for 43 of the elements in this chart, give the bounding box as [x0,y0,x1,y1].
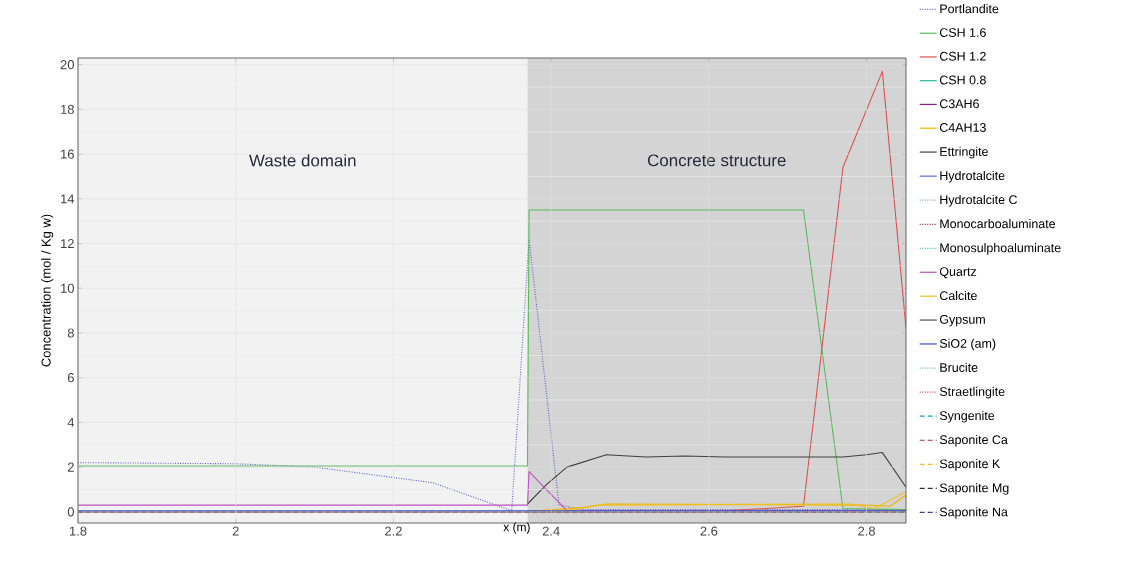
y-tick-label: 0 [67,507,74,517]
legend-label: Brucite [940,362,978,372]
legend-label: C3AH6 [939,99,979,109]
legend-label: Ettringite [940,146,988,159]
y-tick-label: 14 [61,194,75,204]
y-axis-title: Concentration (mol / Kg w) [41,214,54,367]
legend-label: Monocarboaluminate [940,219,1056,229]
y-tick-label: 12 [61,239,74,249]
y-tick-label: 16 [61,149,74,159]
legend-label: Saponite K [939,459,1001,471]
band-label: Waste domain [249,154,356,167]
y-tick-label: 10 [61,283,74,293]
x-tick-label: 2.4 [542,526,560,536]
legend-label: Hydrotalcite C [940,194,1018,207]
x-tick-label: 2.6 [700,526,718,536]
legend-label: C4AH13 [939,123,986,132]
legend-label: Quartz [939,267,977,279]
legend-label: Monosulphoaluminate [940,243,1061,255]
x-axis-title: x (m) [503,522,530,534]
y-tick-label: 20 [60,60,74,70]
y-tick-label: 6 [67,373,74,383]
band-label: Concrete structure [647,154,786,167]
legend-label: Saponite Mg [939,483,1009,495]
legend-label: Saponite Ca [939,434,1008,447]
legend-label: Portlandite [940,4,999,14]
legend-label: Hydrotalcite [940,170,1005,183]
y-tick-label: 2 [67,462,74,472]
legend-label: Gypsum [939,314,985,327]
x-tick-label: 2.8 [858,526,876,536]
legend-label: Calcite [939,290,977,301]
x-tick-label: 1.8 [69,526,87,536]
legend-label: Syngenite [939,410,995,423]
y-tick-label: 8 [67,328,74,338]
legend-label: SiO2 (am) [939,338,996,351]
legend-label: CSH 1.6 [939,28,986,37]
y-tick-label: 18 [61,104,74,114]
legend-label: Saponite Na [939,507,1008,519]
y-tick-label: 4 [67,417,75,427]
legend-label: CSH 1.2 [939,51,986,61]
legend-label: Straetlingite [939,386,1005,399]
x-tick-label: 2.2 [385,526,402,536]
x-tick-label: 2 [232,526,239,536]
legend-label: CSH 0.8 [939,75,986,85]
